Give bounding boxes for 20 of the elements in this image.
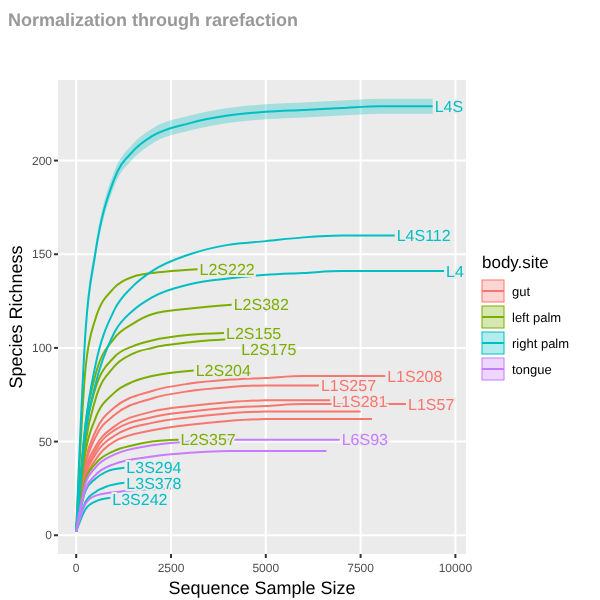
annotation: L6S93 [341, 431, 390, 450]
annotation: L1S57 [408, 395, 456, 414]
annotation: L2S175 [241, 340, 298, 359]
annotation: L4 [446, 262, 465, 281]
y-axis-title: Species Richness [6, 244, 26, 389]
annotation: L2S382 [233, 296, 290, 315]
annotation: L1S257 [320, 376, 378, 395]
annotation: L4S112 [396, 227, 452, 246]
annotation: L3S294 [126, 459, 183, 478]
annotation: L3S242 [112, 491, 169, 510]
annotation: L2S222 [199, 260, 256, 279]
annotation: L1S208 [387, 367, 444, 386]
annotation: L4S [434, 97, 464, 116]
annotation: L2S204 [195, 362, 253, 380]
annotation: L2S357 [180, 431, 237, 450]
chart-title: Normalization through rarefaction [8, 10, 299, 30]
x-axis-title: Sequence Sample Size [168, 578, 356, 598]
legend-title: body.site [482, 252, 550, 272]
annotation: L3S378 [126, 475, 183, 494]
annotation: L2S155 [226, 324, 283, 343]
